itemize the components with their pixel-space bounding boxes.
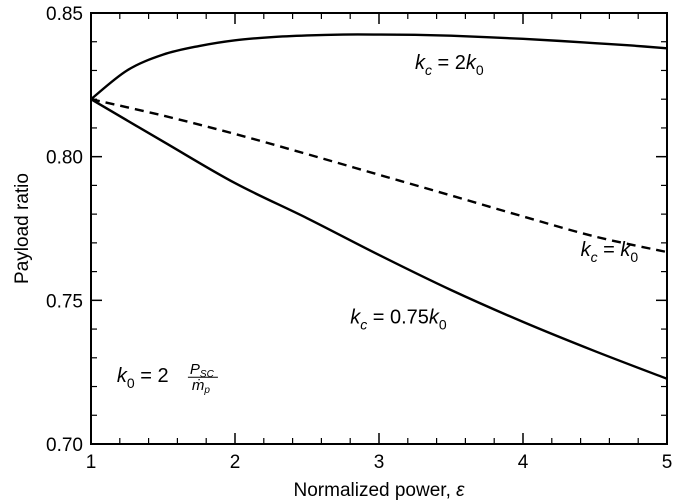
x-axis-title-text: Normalized power, — [294, 480, 457, 501]
series-kc-075k0-line — [90, 98, 668, 380]
x-axis-title: Normalized power, ε — [294, 480, 466, 501]
y-axis-title: Payload ratio — [12, 173, 33, 284]
x-tick-label: 1 — [86, 452, 97, 473]
axis-ticks — [90, 12, 668, 445]
y-tick-label: 0.70 — [46, 435, 83, 456]
curve-label: kc = 0.75k0 — [350, 306, 447, 332]
x-tick-label: 4 — [518, 452, 529, 473]
x-tick-label: 2 — [230, 452, 241, 473]
x-axis-title-symbol: ε — [456, 480, 465, 501]
curve-label: kc = 2k0 — [415, 52, 484, 78]
y-tick-label: 0.85 — [46, 4, 83, 25]
svg-text:PSC: PSC — [190, 361, 215, 380]
x-tick-label: 5 — [662, 452, 673, 473]
x-tick-label: 3 — [374, 452, 385, 473]
svg-text:k0 = 2: k0 = 2 — [117, 365, 169, 391]
series-layer — [90, 33, 668, 380]
y-tick-label: 0.80 — [46, 148, 83, 169]
series-kc-k0-line — [90, 98, 668, 254]
plot-frame — [90, 12, 668, 445]
y-tick-labels: 0.70 0.75 0.80 0.85 — [46, 4, 83, 456]
curve-label: kc = k0 — [581, 239, 639, 265]
x-tick-labels: 1 2 3 4 5 — [86, 452, 673, 473]
svg-text:ṁp: ṁp — [192, 377, 211, 396]
series-kc-2k0-line — [90, 33, 668, 101]
y-tick-label: 0.75 — [46, 291, 83, 312]
